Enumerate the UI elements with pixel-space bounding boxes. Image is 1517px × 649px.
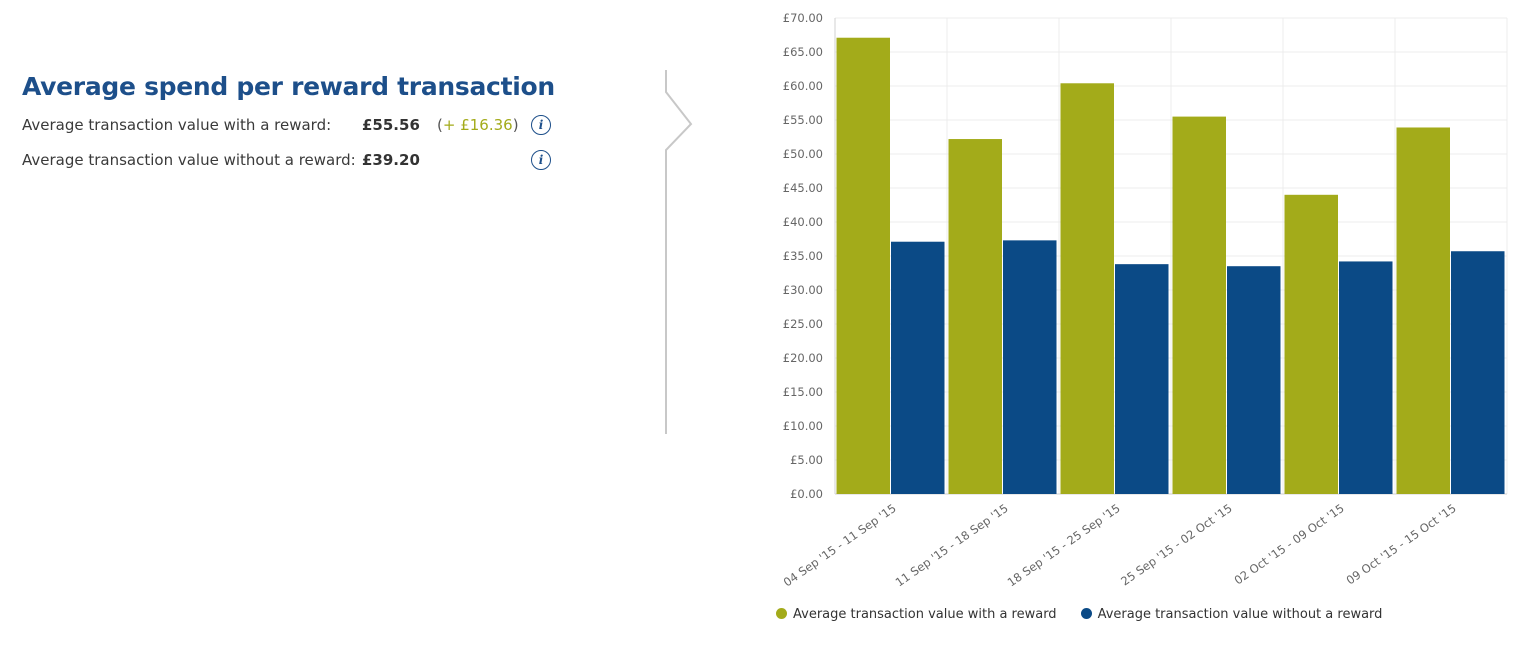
- metric-value: £39.20: [362, 151, 420, 169]
- metric-label: Average transaction value without a rewa…: [22, 151, 356, 169]
- x-tick-label: 25 Sep '15 - 02 Oct '15: [1118, 501, 1235, 588]
- y-tick-label: £55.00: [783, 113, 823, 127]
- bar-without-reward[interactable]: [1003, 240, 1057, 494]
- legend-label: Average transaction value with a reward: [793, 607, 1057, 622]
- legend-swatch: [1080, 608, 1092, 619]
- y-tick-label: £10.00: [783, 419, 823, 433]
- y-tick-label: £50.00: [783, 147, 823, 161]
- legend-label: Average transaction value without a rewa…: [1097, 607, 1383, 622]
- bar-with-reward[interactable]: [1060, 83, 1115, 494]
- x-tick-label: 02 Oct '15 - 09 Oct '15: [1232, 501, 1347, 587]
- y-tick-label: £25.00: [783, 317, 823, 331]
- info-icon[interactable]: i: [531, 150, 551, 170]
- y-tick-label: £5.00: [790, 453, 823, 467]
- metric-delta: (+ £16.36): [437, 116, 519, 134]
- info-icon[interactable]: i: [531, 115, 551, 135]
- x-tick-label: 04 Sep '15 - 11 Sep '15: [781, 501, 899, 589]
- y-tick-label: £65.00: [783, 45, 823, 59]
- bar-without-reward[interactable]: [1227, 266, 1281, 494]
- metric-row-without-reward: Average transaction value without a rewa…: [22, 150, 562, 186]
- y-tick-label: £60.00: [783, 79, 823, 93]
- bar-without-reward[interactable]: [1115, 264, 1169, 494]
- legend-swatch: [776, 608, 787, 619]
- x-tick-label: 11 Sep '15 - 18 Sep '15: [893, 501, 1011, 589]
- bar-with-reward[interactable]: [836, 37, 891, 494]
- bar-chart: £0.00 £5.00 £10.00 £15.00 £20.00 £25.00 £30.00…: [760, 0, 1517, 649]
- y-tick-label: £20.00: [783, 351, 823, 365]
- y-tick-label: £0.00: [790, 487, 823, 501]
- y-tick-label: £35.00: [783, 249, 823, 263]
- section-title: Average spend per reward transaction: [22, 72, 555, 101]
- bar-with-reward[interactable]: [948, 139, 1003, 495]
- bar-without-reward[interactable]: [891, 241, 945, 494]
- metric-value: £55.56: [362, 116, 420, 134]
- y-tick-label: £45.00: [783, 181, 823, 195]
- y-tick-label: £30.00: [783, 283, 823, 297]
- panel-divider: [665, 70, 693, 434]
- summary-panel: Average spend per reward transaction Ave…: [22, 72, 562, 186]
- legend-item-without-reward[interactable]: Average transaction value without a rewa…: [1080, 607, 1383, 622]
- chart-canvas: £0.00 £5.00 £10.00 £15.00 £20.00 £25.00 £30.00…: [781, 11, 1508, 589]
- metric-label: Average transaction value with a reward:: [22, 116, 332, 134]
- bar-with-reward[interactable]: [1172, 116, 1227, 494]
- bar-with-reward[interactable]: [1396, 127, 1451, 494]
- metric-row-with-reward: Average transaction value with a reward:…: [22, 115, 562, 151]
- delta-amount: + £16.36: [442, 116, 513, 134]
- bar-with-reward[interactable]: [1284, 194, 1339, 495]
- y-tick-label: £70.00: [783, 11, 823, 25]
- y-tick-label: £15.00: [783, 385, 823, 399]
- chart-legend: Average transaction value with a reward A…: [776, 607, 1406, 622]
- bar-without-reward[interactable]: [1339, 261, 1393, 494]
- y-tick-label: £40.00: [783, 215, 823, 229]
- legend-item-with-reward[interactable]: Average transaction value with a reward: [776, 607, 1057, 622]
- x-tick-label: 18 Sep '15 - 25 Sep '15: [1005, 501, 1123, 589]
- bar-without-reward[interactable]: [1451, 251, 1505, 494]
- x-tick-label: 09 Oct '15 - 15 Oct '15: [1344, 501, 1459, 587]
